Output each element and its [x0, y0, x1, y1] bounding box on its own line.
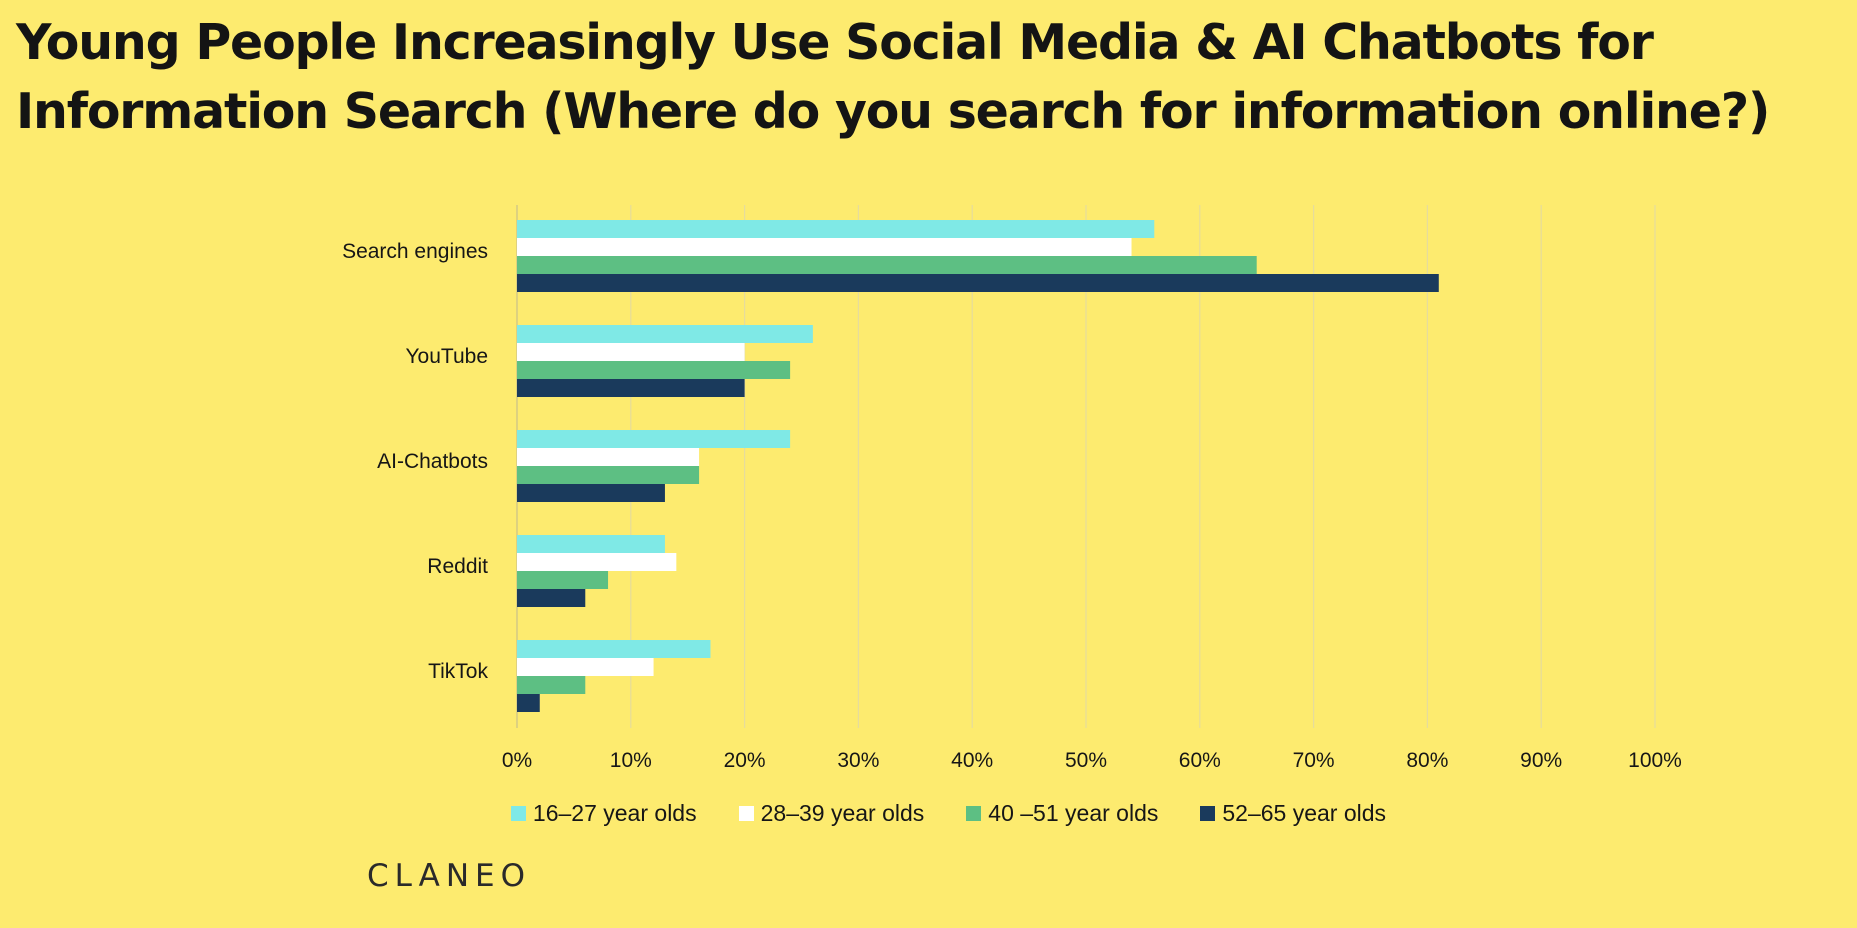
bar-tiktok-series-4	[517, 694, 540, 712]
tick-label-20: 20%	[724, 749, 766, 772]
tick-label-50: 50%	[1065, 749, 1107, 772]
bar-ai-chatbots-series-3	[517, 466, 700, 484]
legend-label: 28–39 year olds	[760, 800, 925, 826]
brand-logo: CLANEO	[367, 858, 532, 894]
bar-reddit-series-2	[517, 553, 677, 571]
bar-search-engines-series-3	[517, 256, 1257, 274]
legend-label: 52–65 year olds	[1222, 800, 1387, 826]
bar-youtube-series-3	[517, 361, 791, 379]
category-label: YouTube	[405, 345, 488, 368]
bar-reddit-series-1	[517, 535, 665, 553]
tick-label-70: 70%	[1293, 749, 1335, 772]
category-label: TikTok	[428, 660, 488, 683]
bar-youtube-series-1	[517, 325, 813, 343]
tick-label-60: 60%	[1179, 749, 1221, 772]
bar-youtube-series-2	[517, 343, 745, 361]
legend-swatch	[510, 806, 526, 821]
bar-search-engines-series-1	[517, 220, 1155, 238]
bar-ai-chatbots-series-4	[517, 484, 665, 502]
tick-label-90: 90%	[1520, 749, 1562, 772]
bar-search-engines-series-4	[517, 274, 1439, 292]
legend: 16–27 year olds 28–39 year olds 40 –51 yea…	[0, 800, 1857, 827]
legend-item-3: 40 –51 year olds	[966, 800, 1158, 827]
legend-swatch	[1200, 806, 1216, 821]
legend-swatch	[738, 806, 754, 821]
bar-search-engines-series-2	[517, 238, 1132, 256]
bar-tiktok-series-2	[517, 658, 654, 676]
category-label: Search engines	[342, 240, 488, 263]
bar-chart: Search engines YouTube AI-Chatbots Reddit Ti…	[342, 205, 1682, 772]
bar-reddit-series-4	[517, 589, 586, 607]
tick-label-10: 10%	[610, 749, 652, 772]
category-labels: Search engines YouTube AI-Chatbots Reddit Ti…	[342, 240, 488, 683]
bar-reddit-series-3	[517, 571, 609, 589]
bar-youtube-series-4	[517, 379, 745, 397]
legend-item-4: 52–65 year olds	[1200, 800, 1386, 827]
chart-title: Young People Increasingly Use Social Med…	[16, 14, 1770, 140]
tick-label-40: 40%	[951, 749, 993, 772]
legend-item-1: 16–27 year olds	[510, 800, 697, 827]
tick-labels: 0% 10% 20% 30% 40% 50% 60% 70% 80% 90% 100%	[502, 749, 1682, 772]
category-label: Reddit	[427, 555, 488, 578]
tick-label-30: 30%	[837, 749, 879, 772]
legend-swatch	[966, 806, 982, 821]
bar-tiktok-series-1	[517, 640, 711, 658]
bar-ai-chatbots-series-2	[517, 448, 700, 466]
bar-tiktok-series-3	[517, 676, 586, 694]
tick-label-80: 80%	[1406, 749, 1448, 772]
legend-label: 16–27 year olds	[532, 800, 697, 826]
bars	[517, 220, 1439, 712]
gridlines	[516, 205, 1656, 728]
category-label: AI-Chatbots	[377, 450, 488, 473]
tick-label-0: 0%	[502, 749, 532, 772]
legend-label: 40 –51 year olds	[988, 800, 1159, 826]
bar-ai-chatbots-series-1	[517, 430, 791, 448]
tick-label-100: 100%	[1628, 749, 1682, 772]
legend-item-2: 28–39 year olds	[738, 800, 925, 827]
